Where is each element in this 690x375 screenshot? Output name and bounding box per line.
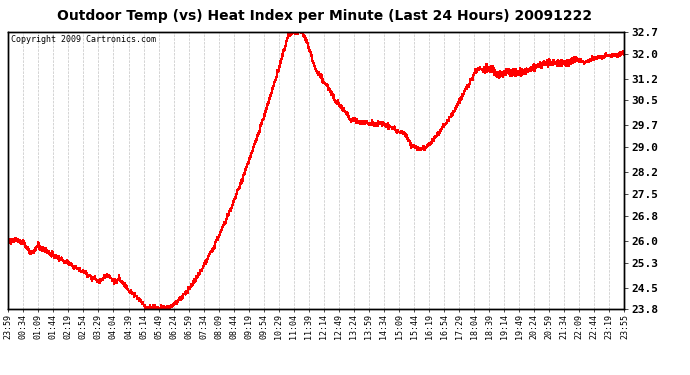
Text: Outdoor Temp (vs) Heat Index per Minute (Last 24 Hours) 20091222: Outdoor Temp (vs) Heat Index per Minute … xyxy=(57,9,592,23)
Text: Copyright 2009 Cartronics.com: Copyright 2009 Cartronics.com xyxy=(11,34,157,44)
